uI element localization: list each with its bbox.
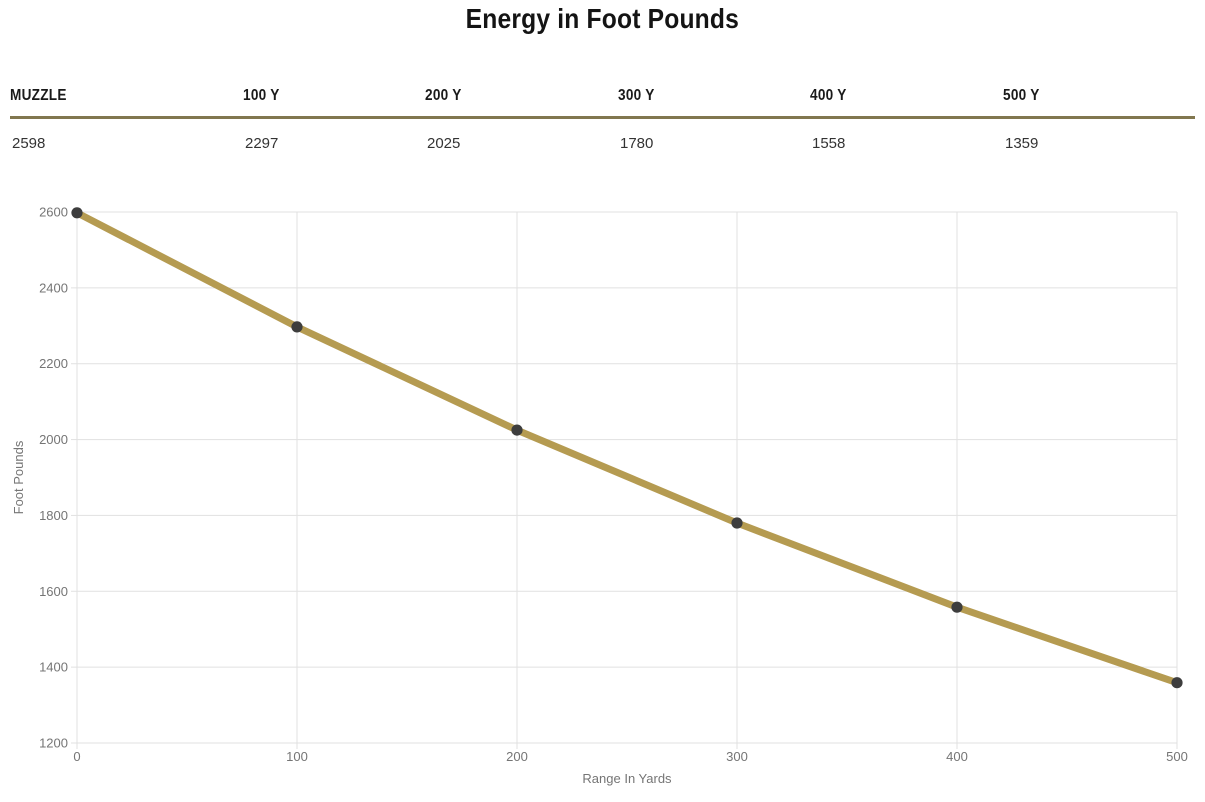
x-tick-label: 300 [726, 749, 748, 764]
table-cell-muzzle: 2598 [12, 135, 46, 152]
x-tick-label: 0 [73, 749, 80, 764]
table-header-100y: 100 Y [243, 88, 425, 119]
y-tick-label: 2400 [39, 280, 68, 295]
table-header-300y: 300 Y [618, 88, 810, 119]
table-cell-100y: 2297 [245, 135, 279, 152]
table-header-row: MUZZLE 100 Y 200 Y 300 Y 400 Y 500 Y [10, 88, 1195, 119]
y-tick-label: 2200 [39, 356, 68, 371]
data-point[interactable] [291, 321, 303, 333]
energy-chart: 1200 1400 1600 1800 2000 2200 2400 2600 0 100 200 3… [0, 179, 1205, 797]
data-point[interactable] [951, 601, 963, 613]
table-header-200y: 200 Y [425, 88, 618, 119]
table-header-400y: 400 Y [810, 88, 1003, 119]
data-point[interactable] [511, 424, 523, 436]
x-tick-label: 400 [946, 749, 968, 764]
x-tick-label: 500 [1166, 749, 1188, 764]
x-tick-label: 100 [286, 749, 308, 764]
table-cell-200y: 2025 [427, 135, 461, 152]
y-tick-label: 1200 [39, 736, 68, 751]
y-axis-title: Foot Pounds [11, 440, 26, 514]
y-tick-label: 1400 [39, 660, 68, 675]
x-tick-label: 200 [506, 749, 528, 764]
table-value-row: 2598 2297 2025 1780 1558 1359 [10, 118, 1195, 152]
table-cell-400y: 1558 [812, 135, 846, 152]
table-header-500y: 500 Y [1003, 88, 1195, 119]
data-point[interactable] [1171, 677, 1183, 689]
y-tick-label: 1600 [39, 584, 68, 599]
table-cell-500y: 1359 [1005, 135, 1039, 152]
y-tick-label: 2600 [39, 205, 68, 220]
energy-line [73, 209, 1181, 687]
page-title: Energy in Foot Pounds [0, 2, 1205, 36]
table-cell-300y: 1780 [620, 135, 654, 152]
line-chart: 1200 1400 1600 1800 2000 2200 2400 2600 0 100 200 3… [11, 205, 1188, 787]
x-axis-title: Range In Yards [582, 771, 672, 786]
data-point[interactable] [71, 207, 83, 219]
y-tick-label: 2000 [39, 432, 68, 447]
energy-table: MUZZLE 100 Y 200 Y 300 Y 400 Y 500 Y 259… [10, 88, 1195, 151]
page-title-text: Energy in Foot Pounds [465, 3, 740, 34]
y-tick-label: 1800 [39, 508, 68, 523]
data-point[interactable] [731, 517, 743, 529]
table-header-muzzle: MUZZLE [10, 88, 243, 119]
